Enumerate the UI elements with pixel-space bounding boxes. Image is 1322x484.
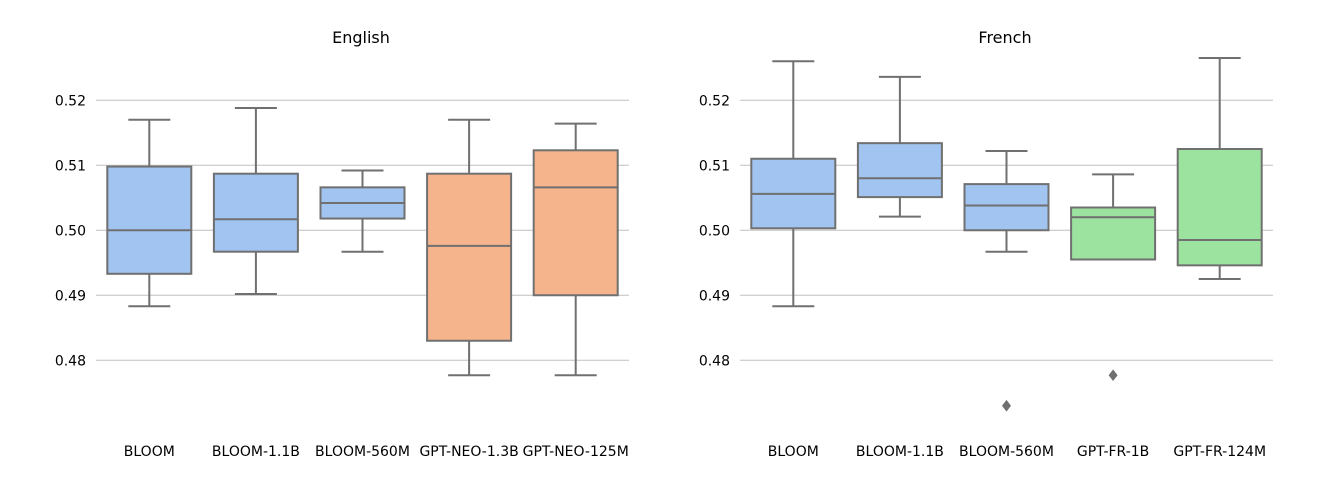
box-iqr [426,172,513,342]
y-tick-label: 0.52 [699,93,730,109]
panel-title: English [332,28,390,47]
box-iqr [1070,206,1157,261]
x-tick-label: BLOOM-1.1B [212,444,300,460]
x-tick-labels: BLOOM BLOOM-1.1B BLOOM-560M GPT-NEO-1.3B GPT… [124,444,629,460]
outlier-marker [1108,369,1118,382]
french-boxplot-panel: French 0.48 0.49 0.50 0.51 0.52 BLOOM BLOOM-1… [699,28,1273,460]
y-tick-label: 0.51 [699,158,730,174]
x-tick-label: BLOOM [124,444,175,460]
box-iqr [532,149,619,297]
x-tick-label: BLOOM-1.1B [856,444,944,460]
box-iqr [1176,148,1263,267]
y-tick-label: 0.49 [699,288,730,304]
x-tick-label: GPT-NEO-125M [523,444,629,460]
x-tick-label: BLOOM [768,444,819,460]
y-tick-labels: 0.48 0.49 0.50 0.51 0.52 [699,93,730,369]
x-tick-label: GPT-NEO-1.3B [419,444,518,460]
box-iqr [212,172,299,253]
x-tick-label: BLOOM-560M [315,444,410,460]
y-tick-label: 0.48 [699,353,730,369]
y-tick-labels: 0.48 0.49 0.50 0.51 0.52 [55,93,86,369]
box-iqr [106,165,193,275]
y-tick-label: 0.48 [55,353,86,369]
outlier-marker [1002,399,1011,412]
x-tick-label: BLOOM-560M [959,444,1054,460]
y-tick-label: 0.50 [699,223,730,239]
y-tick-label: 0.50 [55,223,86,239]
english-boxplot-panel: English 0.48 0.49 0.50 0.51 0.52 BLOOM BLOOM-… [55,28,629,460]
boxes [106,107,619,377]
y-tick-label: 0.49 [55,288,86,304]
y-tick-label: 0.52 [55,93,86,109]
box-iqr [963,183,1050,232]
x-tick-label: GPT-FR-1B [1077,444,1149,460]
boxes [750,57,1263,412]
x-tick-label: GPT-FR-124M [1173,444,1266,460]
panel-title: French [978,28,1031,47]
y-tick-label: 0.51 [55,158,86,174]
x-tick-labels: BLOOM BLOOM-1.1B BLOOM-560M GPT-FR-1B GPT-FR… [768,444,1266,460]
box-iqr [856,142,943,199]
